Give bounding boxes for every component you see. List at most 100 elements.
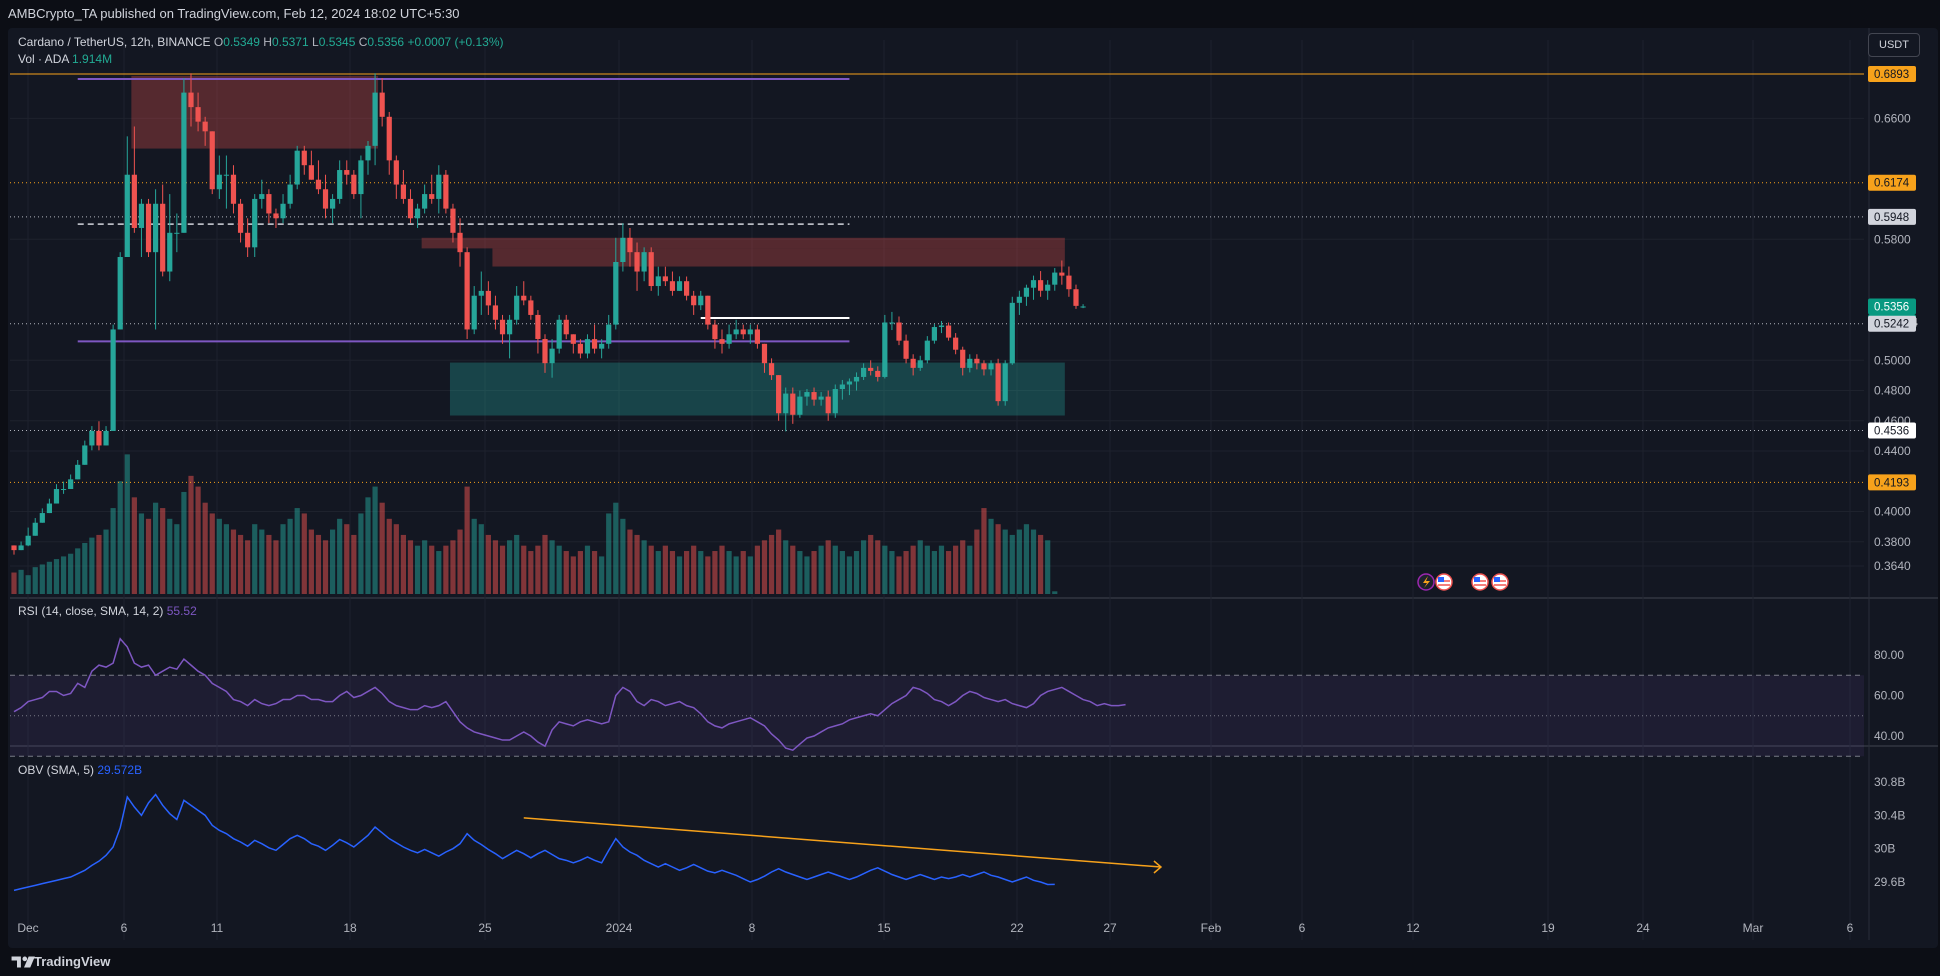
price-tick-label: 0.5800 [1874,232,1911,246]
volume-bar [379,502,385,594]
candle-body [648,252,654,287]
volume-bar [733,556,739,594]
volume-bar [287,518,293,594]
candle-body [868,367,874,371]
volume-bar [797,551,803,594]
candle-body [1059,272,1065,276]
volume-bar [889,551,895,594]
volume-bar [868,534,874,594]
volume-bar [1045,540,1051,594]
volume-bar [761,540,768,594]
volume-bar [188,475,194,594]
volume-bar [75,548,81,594]
candle-body [153,203,159,253]
time-axis[interactable]: Dec 6 11 18 25 2024 8 15 22 27 Feb 6 12 19 24 Mar 6 [17,921,1853,935]
rsi-band [10,675,1864,757]
candle-body [676,281,683,291]
volume-bar [1002,529,1008,594]
candle-body [60,489,67,491]
candle-body [68,479,74,490]
volume-bar [719,545,725,594]
volume-bar [230,529,237,594]
candle-body [507,319,513,335]
volume-bar [563,551,569,594]
volume-bar [861,540,867,594]
volume-bar [160,508,166,594]
supply-zone [421,237,1065,249]
volume-bar [344,524,350,594]
volume-bar [89,537,95,594]
candle-body [450,208,456,233]
volume-bar [811,551,817,594]
volume-bar [117,481,123,594]
candle-body [266,194,272,214]
candle-body [230,174,237,204]
volume-bar [726,551,732,594]
volume-bar [853,551,860,594]
volume-bar [372,486,378,594]
candle-body [1016,296,1022,303]
candle-body [53,489,60,504]
volume-bar [917,540,923,594]
candle-body [209,131,215,190]
volume-bar [337,518,343,594]
candle-body [110,329,116,431]
volume-bar [153,502,159,594]
price-tick-label: 0.3640 [1874,559,1911,573]
volume-bar [790,545,796,594]
volume-bar [174,524,180,594]
candle-body [1080,306,1086,308]
candle-body [117,257,123,330]
volume-bar [167,518,173,594]
candle-body [662,276,668,282]
candle-body [322,189,329,209]
volume-bar [457,529,463,594]
volume-bar [875,540,881,594]
volume-bar [698,551,704,594]
rsi-line [13,637,1126,752]
volume-bar [407,540,414,594]
candle-body [606,324,612,344]
candle-body [407,198,414,219]
volume-value: 1.914M [72,52,113,66]
volume-bar [634,534,640,594]
candle-body [613,261,619,325]
rsi-tick-label: 60.00 [1874,689,1904,703]
volume-bar [641,540,647,594]
volume-bar [429,545,435,594]
demand-zone [449,362,1065,416]
price-tag-label: 0.6893 [1874,69,1909,81]
price-tick-label: 0.5000 [1874,353,1911,367]
volume-bar [988,518,994,594]
volume-bar [478,524,484,594]
us-flag-icon [1494,577,1500,582]
tradingview-logo-icon [11,956,35,968]
volume-bar [68,553,74,594]
obv-tick-label: 30.4B [1874,808,1905,822]
volume-bar [1016,529,1022,594]
volume-bar [60,556,67,594]
time-tick-label: 2024 [606,921,633,935]
candle-body [145,203,152,253]
candle-body [124,174,130,258]
candle-body [1066,275,1072,290]
price-axis[interactable]: 0.66000.58000.50000.48000.46000.44000.40… [1868,66,1919,889]
volume-bar [1009,534,1015,594]
candle-body [577,343,583,354]
candle-body [542,338,548,364]
rsi-label: RSI (14, close, SMA, 14, 2) [18,604,164,618]
candle-body [521,295,527,301]
symbol-label: Cardano / TetherUS, 12h, BINANCE [18,35,211,49]
candle-body [896,322,902,341]
currency-button[interactable]: USDT [1868,33,1920,57]
candle-body [89,430,95,446]
candle-body [634,252,640,272]
time-tick-label: 12 [1406,921,1420,935]
candle-body [641,252,647,272]
candle-body [1030,280,1037,288]
volume-bar [818,545,824,594]
candle-body [436,174,442,199]
volume-bar [273,540,279,594]
event-icons-layer [1417,573,1509,591]
